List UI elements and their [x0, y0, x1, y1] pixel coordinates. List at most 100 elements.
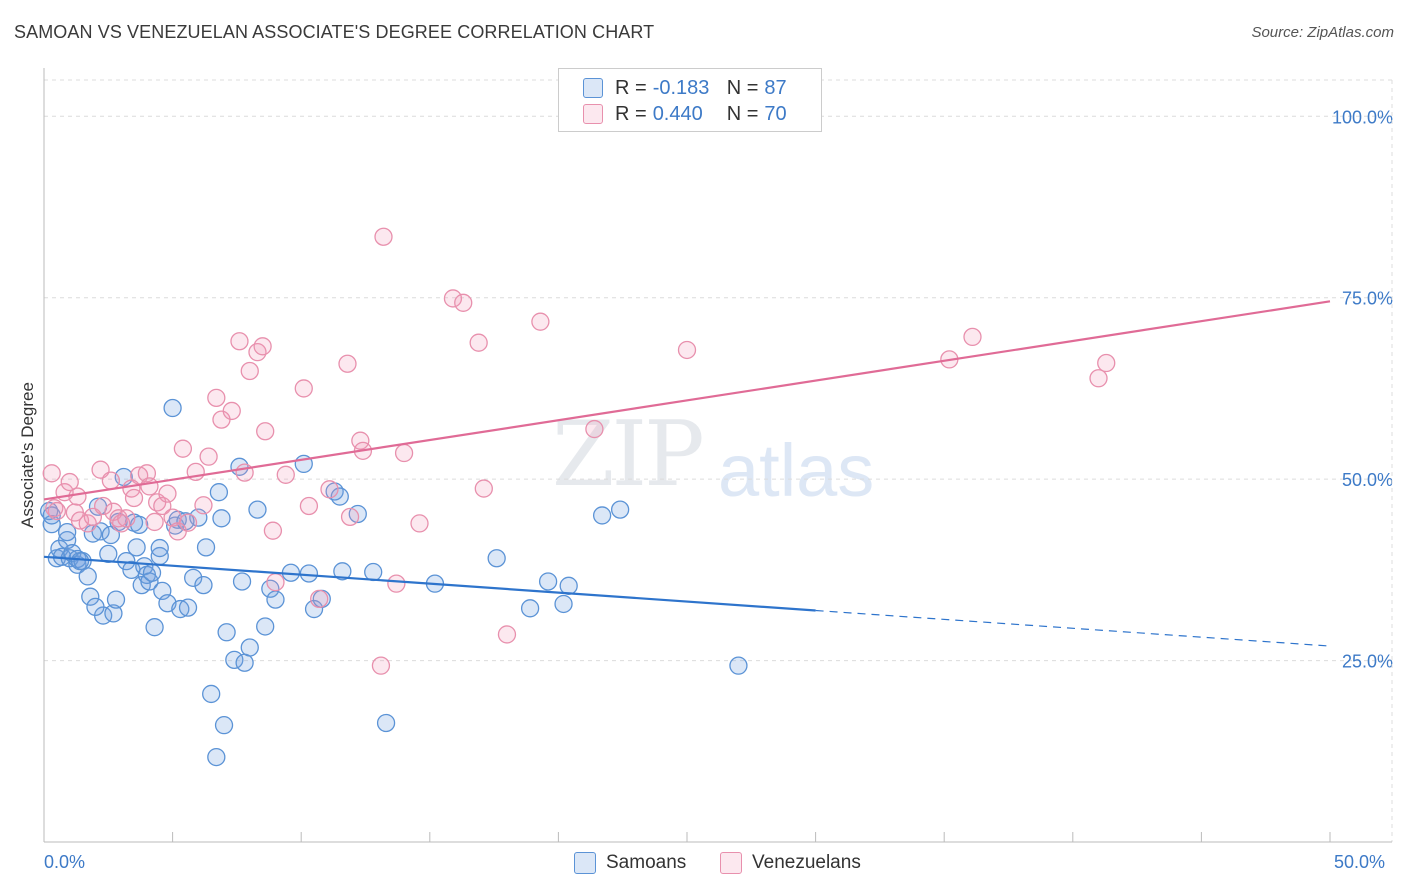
samoan-point [81, 587, 100, 606]
samoan-point [163, 398, 182, 418]
samoan-point [538, 572, 558, 591]
samoan-point [592, 506, 612, 525]
venezuelan-point [374, 227, 393, 246]
venezuelan-point [263, 521, 283, 540]
venezuelan-point [158, 484, 177, 503]
venezuelan-point [410, 514, 429, 533]
legend-n-value-venezuelans: 70 [764, 102, 787, 125]
venezuelan-point [677, 340, 697, 360]
venezuelan-point [47, 501, 67, 521]
samoan-point [78, 567, 97, 586]
samoan-point [209, 483, 229, 502]
legend-n-label: N = [726, 76, 759, 99]
venezuelan-point [474, 479, 493, 498]
venezuelan-point [45, 499, 64, 518]
venezuelan-swatch [583, 104, 603, 124]
samoan-point [145, 618, 164, 637]
y-tick-label: 100.0% [1332, 107, 1393, 127]
bottom-legend-label-venezuelans: Venezuelans [752, 852, 861, 873]
venezuelan-point [42, 464, 61, 483]
venezuelan-point [454, 293, 473, 312]
samoan-point [554, 594, 573, 614]
samoan-point [610, 500, 630, 519]
venezuelan-point [94, 496, 113, 516]
samoan-point [235, 653, 254, 672]
venezuelan-point [117, 509, 136, 528]
legend-row-venezuelans: R = 0.440 N = 70 [583, 102, 787, 126]
legend-n-label: N = [726, 102, 759, 125]
venezuelan-point [469, 333, 488, 352]
venezuelan-point [585, 419, 604, 439]
watermark-zip: ZIP [552, 402, 705, 507]
samoan-point [559, 576, 578, 595]
samoan-trend-extension [815, 609, 1331, 647]
samoan-point [212, 509, 231, 528]
venezuelan-point [173, 439, 193, 458]
samoan-point [57, 522, 77, 542]
venezuelan-point [207, 388, 226, 408]
samoan-point [86, 597, 105, 617]
venezuelan-point [222, 401, 241, 421]
watermark-atlas: atlas [718, 429, 875, 512]
venezuelan-point [387, 574, 406, 593]
legend-r-value-venezuelans: 0.440 [652, 102, 703, 125]
venezuelan-point [531, 312, 550, 331]
venezuelan-point [194, 496, 213, 515]
samoan-point [142, 563, 162, 582]
bottom-legend-samoans: Samoans [574, 852, 686, 874]
venezuelan-point [299, 496, 319, 516]
venezuelan-point [253, 337, 272, 356]
venezuelan-point [1089, 369, 1108, 388]
venezuelan-point [276, 465, 295, 484]
x-tick-label-max: 50.0% [1334, 852, 1386, 872]
samoan-point [376, 713, 396, 733]
venezuelan-point [68, 487, 87, 506]
samoan-point [333, 562, 352, 581]
y-tick-label: 25.0% [1342, 652, 1393, 672]
samoan-point [232, 572, 252, 591]
chart-title: SAMOAN VS VENEZUELAN ASSOCIATE'S DEGREE … [14, 22, 655, 42]
venezuelan-point [230, 332, 249, 351]
samoan-point [217, 623, 236, 642]
venezuelan-point [124, 488, 144, 508]
samoan-point [299, 564, 319, 583]
bottom-legend-venezuelans: Venezuelans [720, 852, 861, 874]
correlation-legend: R = -0.183 N = 87 R = 0.440 N = 70 [558, 68, 822, 132]
samoan-point [127, 538, 146, 557]
venezuelan-point [1097, 353, 1116, 373]
samoan-point [214, 716, 234, 735]
samoan-point [207, 747, 226, 767]
venezuelan-point [240, 361, 259, 381]
bottom-legend-label-samoans: Samoans [606, 852, 687, 873]
venezuelan-point [310, 589, 329, 609]
samoan-point [196, 538, 216, 557]
venezuelan-point [101, 471, 121, 490]
samoan-point [70, 551, 90, 571]
venezuelan-point [394, 443, 414, 463]
venezuelan-point [60, 472, 79, 492]
samoan-point [184, 568, 203, 587]
samoan-swatch [583, 78, 603, 98]
venezuelan-point [320, 480, 339, 499]
venezuelan-point [294, 379, 313, 398]
venezuelan-point [497, 625, 517, 644]
samoan-point [178, 598, 198, 617]
venezuelan-point [112, 514, 131, 533]
samoan-point [194, 575, 213, 595]
legend-r-label: R = [615, 76, 647, 99]
samoan-point [104, 604, 123, 623]
legend-row-samoans: R = -0.183 N = 87 [583, 76, 787, 100]
samoan-point [256, 617, 275, 636]
samoan-point [487, 549, 506, 568]
venezuelan-point [248, 342, 267, 362]
samoan-point [520, 599, 540, 618]
samoan-point [240, 638, 259, 657]
samoan-point [266, 590, 285, 609]
samoan-point [248, 500, 267, 519]
venezuelan-point [178, 513, 198, 532]
samoan-point [330, 487, 349, 506]
y-tick-label: 50.0% [1342, 470, 1393, 490]
y-tick-label: 75.0% [1342, 289, 1393, 309]
venezuelan-legend-swatch [720, 852, 742, 874]
